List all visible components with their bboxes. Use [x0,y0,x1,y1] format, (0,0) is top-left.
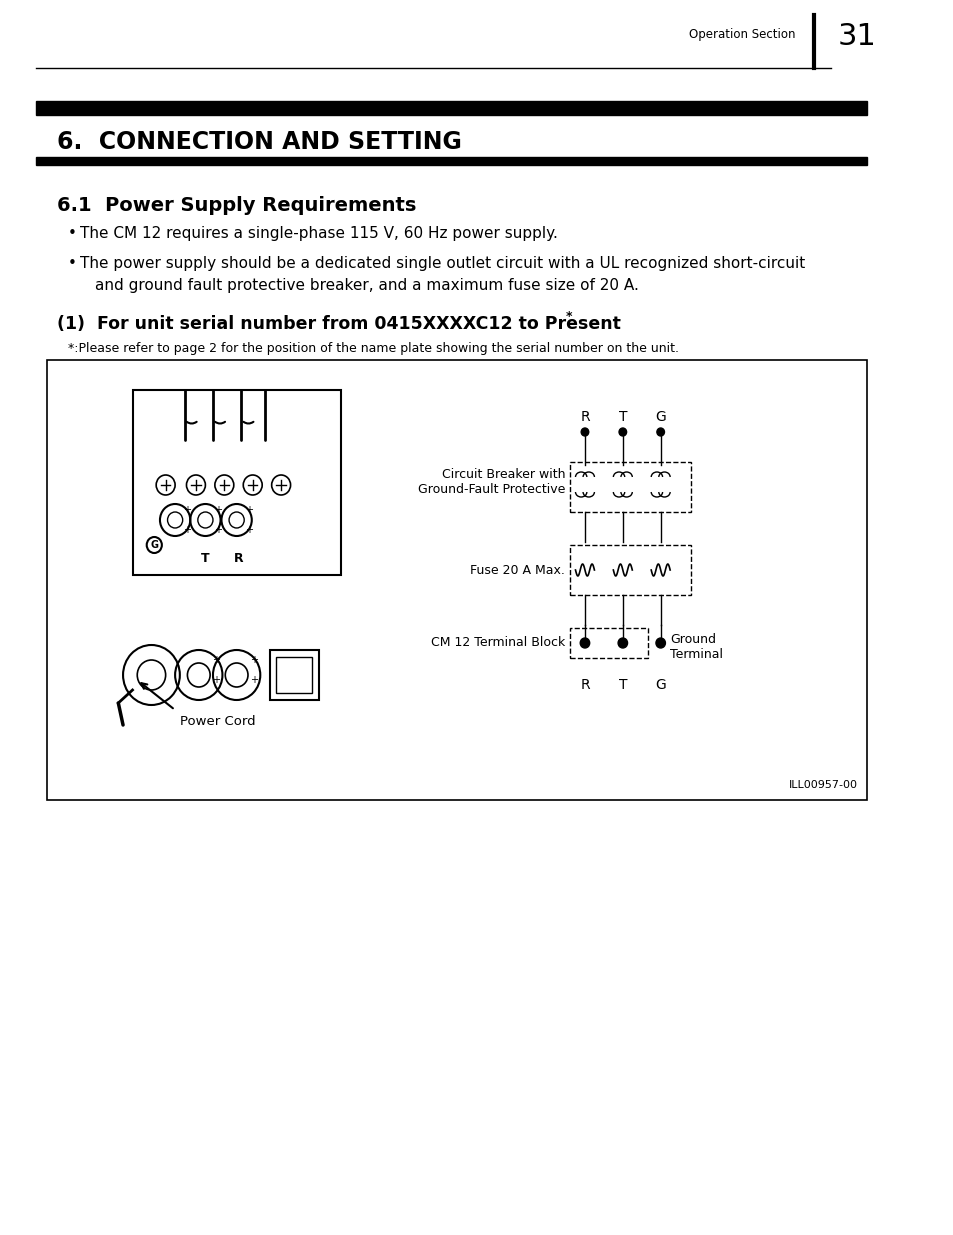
Text: *: * [565,310,572,324]
Text: R: R [579,678,589,692]
Text: R: R [579,410,589,424]
Text: Operation Section: Operation Section [688,28,794,41]
Text: T: T [201,552,210,564]
Circle shape [618,429,626,436]
Bar [569,462,690,513]
Text: +: + [250,676,257,685]
Text: *:Please refer to page 2 for the position of the name plate showing the serial n: *:Please refer to page 2 for the positio… [68,342,679,354]
Text: +: + [213,525,221,535]
Text: and ground fault protective breaker, and a maximum fuse size of 20 A.: and ground fault protective breaker, and… [94,278,638,293]
Circle shape [579,638,589,648]
Bar [48,359,866,800]
Bar [569,629,648,658]
Text: Ground
Terminal: Ground Terminal [669,634,722,661]
Text: ILL00957-00: ILL00957-00 [788,781,857,790]
Text: Fuse 20 A Max.: Fuse 20 A Max. [470,563,564,577]
Text: 6.1  Power Supply Requirements: 6.1 Power Supply Requirements [57,196,416,215]
Bar [36,157,866,165]
Circle shape [618,638,627,648]
Text: Circuit Breaker with
Ground-Fault Protective: Circuit Breaker with Ground-Fault Protec… [417,468,564,496]
Text: CM 12 Terminal Block: CM 12 Terminal Block [431,636,564,650]
Text: +: + [245,525,253,535]
Bar [270,650,318,700]
Circle shape [580,429,588,436]
Text: •: • [68,256,77,270]
Text: G: G [655,410,665,424]
Text: +: + [213,505,221,515]
Text: +: + [183,505,192,515]
Text: +: + [212,676,219,685]
Bar [569,545,690,595]
Circle shape [657,429,664,436]
Text: •: • [68,226,77,241]
Text: The power supply should be a dedicated single outlet circuit with a UL recognize: The power supply should be a dedicated s… [79,256,804,270]
Bar [36,101,866,115]
Text: 31: 31 [837,22,875,51]
Text: The CM 12 requires a single-phase 115 V, 60 Hz power supply.: The CM 12 requires a single-phase 115 V,… [79,226,557,241]
Text: +: + [212,655,219,664]
Text: +: + [250,655,257,664]
Text: T: T [618,678,626,692]
Text: G: G [655,678,665,692]
Text: 6.  CONNECTION AND SETTING: 6. CONNECTION AND SETTING [57,130,461,154]
Text: +: + [183,525,192,535]
Text: Power Cord: Power Cord [180,715,255,727]
Text: R: R [233,552,243,564]
Text: +: + [245,505,253,515]
Text: G: G [151,540,158,550]
Circle shape [656,638,665,648]
Bar [276,657,312,693]
Text: T: T [618,410,626,424]
Text: (1)  For unit serial number from 0415XXXXC12 to Present: (1) For unit serial number from 0415XXXX… [57,315,620,333]
Bar [132,390,340,576]
